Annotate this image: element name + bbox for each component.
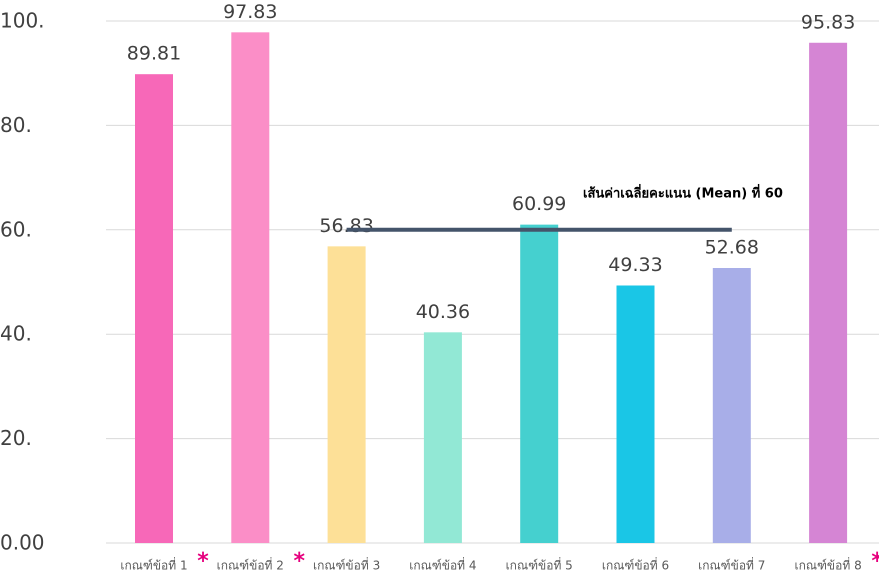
- bar: [712, 268, 751, 543]
- bar: [423, 332, 462, 543]
- category-marker: *: [294, 549, 306, 574]
- y-tick-label: 40.: [0, 322, 32, 346]
- x-tick-label: เกณฑ์ข้อที่ 7: [698, 557, 765, 573]
- value-label: 40.36: [416, 301, 470, 323]
- value-label: 97.83: [223, 1, 277, 23]
- x-tick-label: เกณฑ์ข้อที่ 4: [409, 557, 476, 573]
- mean-annotation: เส้นค่าเฉลี่ยคะแนน (Mean) ที่ 60: [583, 183, 783, 201]
- value-label: 52.68: [705, 237, 759, 259]
- value-label: 95.83: [801, 11, 855, 33]
- bar: [231, 32, 270, 544]
- y-tick-label: 20.: [0, 426, 32, 450]
- y-tick-label: 100.: [0, 9, 45, 33]
- bar: [809, 42, 848, 544]
- x-tick-label: เกณฑ์ข้อที่ 8: [794, 557, 861, 573]
- y-tick-label: 0.00: [0, 531, 45, 555]
- bar: [327, 246, 366, 543]
- x-tick-label: เกณฑ์ข้อที่ 1: [120, 557, 187, 573]
- y-tick-label: 80.: [0, 113, 32, 137]
- x-tick-label: เกณฑ์ข้อที่ 6: [602, 557, 669, 573]
- category-marker: *: [871, 549, 879, 574]
- y-tick-label: 60.: [0, 217, 32, 241]
- x-tick-label: เกณฑ์ข้อที่ 5: [506, 557, 573, 573]
- bar: [520, 224, 559, 543]
- value-label: 89.81: [127, 43, 181, 65]
- bar: [616, 285, 655, 543]
- x-tick-label: เกณฑ์ข้อที่ 2: [217, 557, 284, 573]
- category-marker: *: [197, 549, 209, 574]
- value-label: 49.33: [608, 254, 662, 276]
- bar: [135, 74, 173, 543]
- value-label: 60.99: [512, 193, 566, 215]
- value-label: 56.83: [319, 215, 373, 237]
- x-tick-label: เกณฑ์ข้อที่ 3: [313, 557, 380, 573]
